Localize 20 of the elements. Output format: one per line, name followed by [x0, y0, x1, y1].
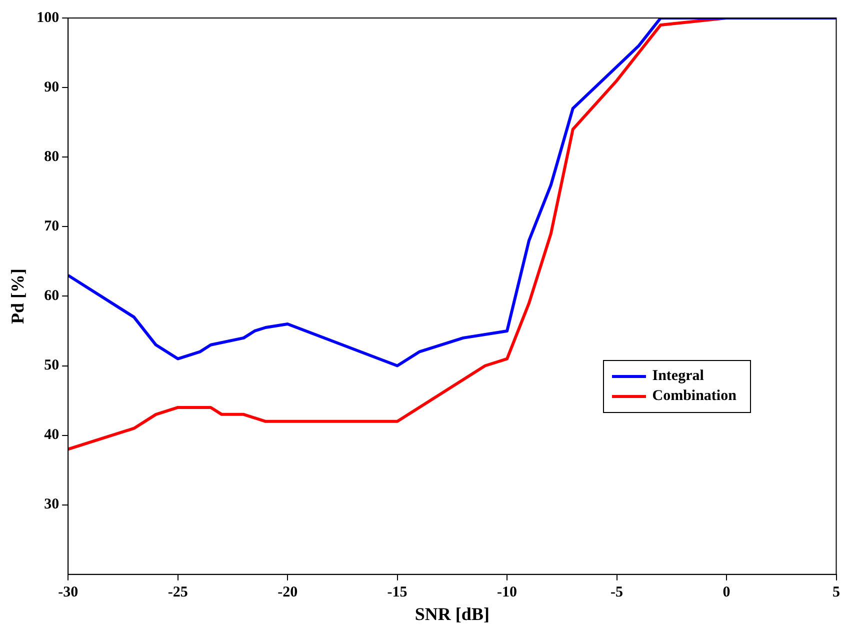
x-tick-label: -10 [497, 584, 518, 600]
legend-label: Combination [652, 388, 736, 405]
x-tick-label: 0 [722, 584, 730, 600]
y-tick-label: 30 [44, 496, 60, 513]
x-tick-label: -15 [387, 584, 408, 600]
legend-label: Integral [652, 368, 704, 385]
y-axis-title: Pd [%] [7, 268, 28, 324]
y-tick-label: 50 [44, 358, 60, 374]
x-tick-label: -30 [58, 584, 78, 600]
x-tick-label: -25 [168, 584, 188, 600]
y-tick-label: 70 [44, 218, 60, 235]
x-tick-label: 5 [832, 584, 840, 600]
x-tick-label: -5 [610, 584, 624, 600]
x-axis-title: SNR [dB] [414, 604, 490, 624]
y-tick-label: 80 [44, 148, 60, 165]
y-tick-label: 90 [44, 79, 60, 96]
x-tick-label: -20 [278, 584, 298, 600]
y-tick-label: 40 [44, 427, 60, 444]
y-tick-label: 60 [44, 288, 60, 304]
y-tick-label: 100 [36, 10, 60, 26]
